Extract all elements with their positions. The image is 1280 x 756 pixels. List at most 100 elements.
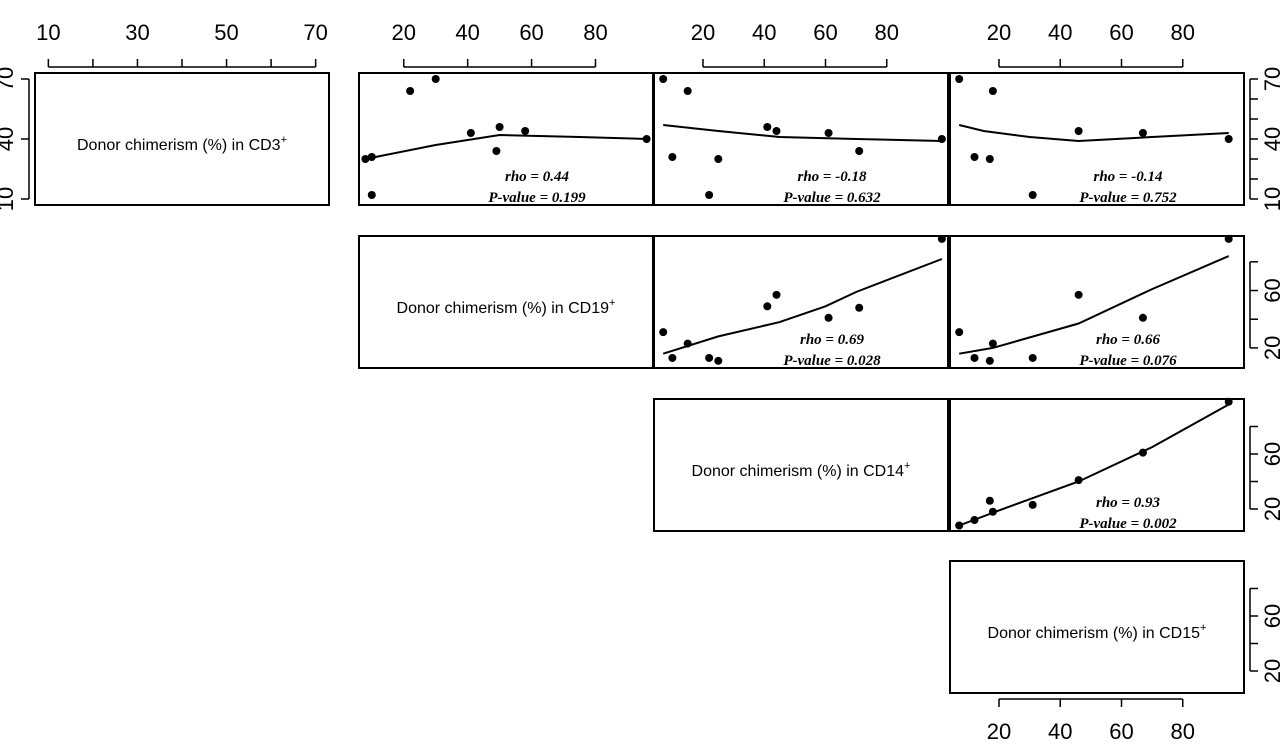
rho-label-0-3: rho = -0.14 bbox=[1094, 169, 1163, 185]
data-point-0-3-0 bbox=[955, 75, 964, 83]
panel-frame-0-2 bbox=[653, 72, 949, 206]
smooth-line-0-2 bbox=[663, 124, 942, 142]
data-point-2-3-2 bbox=[985, 496, 994, 505]
data-point-0-1-9 bbox=[642, 135, 651, 143]
left-axis-label-0-10: 10 bbox=[0, 187, 18, 211]
data-point-0-2-2 bbox=[683, 87, 692, 95]
data-point-1-3-4 bbox=[1028, 353, 1037, 362]
right-axis-label-1-20: 20 bbox=[1260, 336, 1280, 360]
top-axis-label-2-20: 20 bbox=[691, 20, 715, 45]
top-axis-label-3-20: 20 bbox=[987, 20, 1011, 45]
data-point-1-2-5 bbox=[763, 302, 772, 311]
bottom-axis-label-3-40: 40 bbox=[1048, 719, 1072, 744]
panel-frame-0-3 bbox=[949, 72, 1245, 206]
data-point-0-2-1 bbox=[668, 153, 677, 161]
panel-frame-2-2 bbox=[653, 398, 949, 532]
data-point-1-2-1 bbox=[668, 353, 677, 362]
rho-label-1-2: rho = 0.69 bbox=[800, 332, 864, 348]
data-point-0-1-5 bbox=[466, 129, 475, 137]
data-point-0-3-7 bbox=[1224, 135, 1233, 143]
data-point-0-3-3 bbox=[988, 87, 997, 95]
top-axis-label-1-20: 20 bbox=[391, 20, 415, 45]
pvalue-label-0-3: P-value = 0.752 bbox=[1079, 190, 1177, 206]
pvalue-label-2-3: P-value = 0.002 bbox=[1079, 516, 1177, 532]
data-point-0-3-1 bbox=[970, 153, 979, 161]
top-axis-label-3-60: 60 bbox=[1109, 20, 1133, 45]
panel-frame-3-3 bbox=[949, 560, 1245, 694]
data-point-2-3-1 bbox=[970, 516, 979, 524]
data-point-2-3-7 bbox=[1224, 397, 1233, 406]
data-point-0-3-6 bbox=[1138, 129, 1147, 137]
data-point-1-3-0 bbox=[955, 328, 964, 337]
top-axis-label-2-60: 60 bbox=[813, 20, 837, 45]
right-axis-label-0-40: 40 bbox=[1260, 127, 1280, 151]
panel-frame-0-1 bbox=[358, 72, 654, 206]
data-point-0-2-8 bbox=[855, 147, 864, 155]
data-point-2-3-5 bbox=[1074, 476, 1083, 485]
data-point-0-3-4 bbox=[1028, 191, 1037, 199]
top-axis-label-0-70: 70 bbox=[303, 20, 327, 45]
data-point-0-1-0 bbox=[361, 155, 370, 163]
data-point-1-2-7 bbox=[824, 313, 833, 322]
panel-frame-2-3 bbox=[949, 398, 1245, 532]
data-point-1-3-2 bbox=[985, 356, 994, 365]
data-point-0-2-7 bbox=[824, 129, 833, 137]
data-point-1-2-8 bbox=[855, 303, 864, 312]
right-axis-label-1-60: 60 bbox=[1260, 278, 1280, 302]
data-point-1-3-6 bbox=[1138, 313, 1147, 322]
data-point-0-2-6 bbox=[772, 127, 781, 135]
right-axis-label-3-60: 60 bbox=[1260, 604, 1280, 628]
data-point-0-1-2 bbox=[367, 191, 376, 199]
data-point-1-2-2 bbox=[683, 339, 692, 348]
data-point-0-1-4 bbox=[431, 75, 440, 83]
pvalue-label-1-2: P-value = 0.028 bbox=[783, 353, 881, 369]
diagonal-label-cd3: Donor chimerism (%) in CD3+ bbox=[77, 134, 287, 154]
data-point-2-3-6 bbox=[1138, 448, 1147, 457]
smooth-line-1-2 bbox=[662, 258, 943, 355]
top-axis-label-1-80: 80 bbox=[583, 20, 607, 45]
right-axis-label-2-20: 20 bbox=[1260, 497, 1280, 521]
data-point-0-2-4 bbox=[714, 155, 723, 163]
diagonal-label-cd14: Donor chimerism (%) in CD14+ bbox=[692, 460, 911, 480]
left-axis-label-0-70: 70 bbox=[0, 67, 18, 91]
data-point-1-2-6 bbox=[772, 290, 781, 299]
data-point-1-3-7 bbox=[1224, 234, 1233, 243]
diagonal-label-cd19: Donor chimerism (%) in CD19+ bbox=[397, 297, 616, 317]
bottom-axis-label-3-80: 80 bbox=[1171, 719, 1195, 744]
data-point-1-2-0 bbox=[659, 328, 668, 337]
data-point-2-3-3 bbox=[988, 507, 997, 516]
rho-label-0-1: rho = 0.44 bbox=[505, 169, 569, 185]
top-axis-label-0-10: 10 bbox=[36, 20, 60, 45]
smooth-line-2-3 bbox=[958, 403, 1230, 527]
bottom-axis-label-3-60: 60 bbox=[1109, 719, 1133, 744]
top-axis-label-2-80: 80 bbox=[875, 20, 899, 45]
data-point-1-2-4 bbox=[714, 356, 723, 365]
left-axis-label-0-40: 40 bbox=[0, 127, 18, 151]
data-point-0-2-3 bbox=[705, 191, 714, 199]
bottom-axis-label-3-20: 20 bbox=[987, 719, 1011, 744]
smooth-line-0-1 bbox=[365, 133, 647, 160]
pvalue-label-0-1: P-value = 0.199 bbox=[488, 190, 586, 206]
right-axis-label-0-70: 70 bbox=[1260, 67, 1280, 91]
panel-frame-0-0 bbox=[34, 72, 330, 206]
rho-label-1-3: rho = 0.66 bbox=[1096, 332, 1160, 348]
smooth-line-0-3 bbox=[958, 124, 1229, 143]
data-point-0-1-7 bbox=[495, 123, 504, 131]
data-point-0-2-9 bbox=[937, 135, 946, 143]
top-axis-label-1-60: 60 bbox=[519, 20, 543, 45]
data-point-1-3-5 bbox=[1074, 290, 1083, 299]
diagonal-label-cd15: Donor chimerism (%) in CD15+ bbox=[988, 622, 1207, 642]
data-point-0-1-3 bbox=[406, 87, 415, 95]
data-point-1-2-3 bbox=[705, 353, 714, 362]
top-axis-label-3-40: 40 bbox=[1048, 20, 1072, 45]
pvalue-label-1-3: P-value = 0.076 bbox=[1079, 353, 1177, 369]
data-point-0-3-5 bbox=[1074, 127, 1083, 135]
smooth-line-1-3 bbox=[959, 255, 1230, 355]
panel-frame-1-3 bbox=[949, 235, 1245, 369]
data-point-2-3-0 bbox=[955, 521, 964, 530]
data-point-1-3-3 bbox=[988, 339, 997, 348]
top-axis-label-0-50: 50 bbox=[214, 20, 238, 45]
data-point-0-1-8 bbox=[521, 127, 530, 135]
rho-label-0-2: rho = -0.18 bbox=[798, 169, 867, 185]
